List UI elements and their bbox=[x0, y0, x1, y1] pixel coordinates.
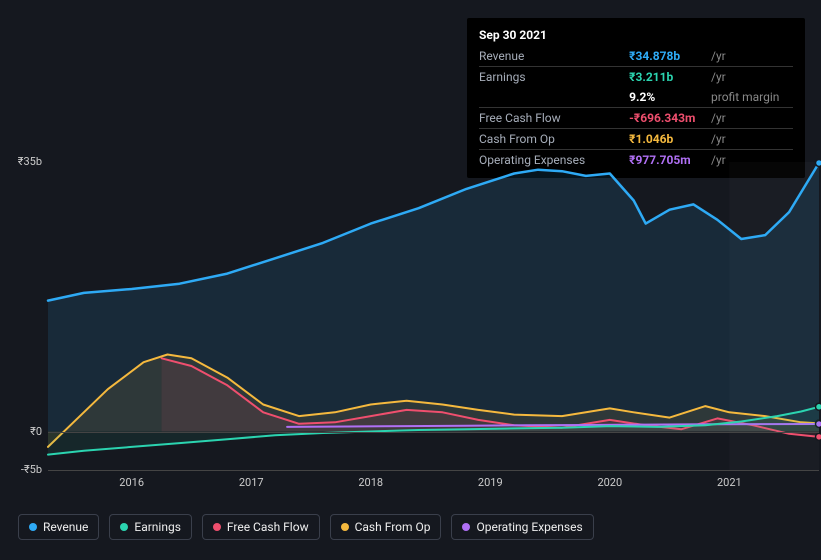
tooltip-row-label: Revenue bbox=[479, 46, 629, 67]
x-axis-label: 2019 bbox=[478, 476, 503, 489]
tooltip-row-value: ₹34.878b bbox=[629, 46, 708, 67]
tooltip-row-suffix: /yr bbox=[708, 108, 793, 129]
data-tooltip: Sep 30 2021 Revenue₹34.878b/yr Earnings₹3… bbox=[467, 18, 805, 178]
tooltip-row-label bbox=[479, 87, 629, 108]
tooltip-row-value: ₹3.211b bbox=[629, 67, 708, 88]
zero-reference-line bbox=[48, 432, 819, 433]
legend-dot bbox=[462, 523, 470, 531]
x-axis-label: 2017 bbox=[239, 476, 264, 489]
tooltip-row-value: 9.2% bbox=[629, 87, 708, 108]
x-axis-label: 2018 bbox=[358, 476, 383, 489]
neg5b-reference-line bbox=[48, 470, 819, 471]
tooltip-row-value: -₹696.343m bbox=[629, 108, 708, 129]
legend-dot bbox=[341, 523, 349, 531]
legend-label: Earnings bbox=[134, 520, 181, 534]
tooltip-row-suffix: /yr bbox=[708, 67, 793, 88]
tooltip-row-suffix: /yr bbox=[708, 46, 793, 67]
tooltip-row-label: Cash From Op bbox=[479, 129, 629, 150]
legend-label: Revenue bbox=[43, 520, 88, 534]
y-axis-label: -₹5b bbox=[21, 463, 42, 476]
chart-container: Sep 30 2021 Revenue₹34.878b/yrEarnings₹3… bbox=[0, 0, 821, 560]
tooltip-date: Sep 30 2021 bbox=[479, 26, 793, 44]
legend-item[interactable]: Cash From Op bbox=[330, 514, 442, 540]
y-axis-label: ₹0 bbox=[30, 425, 42, 438]
tooltip-row-label: Free Cash Flow bbox=[479, 108, 629, 129]
tooltip-row-suffix: profit margin bbox=[708, 87, 793, 108]
legend-item[interactable]: Operating Expenses bbox=[451, 514, 593, 540]
legend-label: Operating Expenses bbox=[476, 520, 582, 534]
tooltip-row-suffix: /yr bbox=[708, 129, 793, 150]
legend-label: Cash From Op bbox=[355, 520, 431, 534]
y-axis-label: ₹35b bbox=[18, 155, 42, 168]
chart-plot-area[interactable]: ₹35b₹0-₹5b201620172018201920202021 bbox=[48, 162, 684, 470]
x-axis-label: 2020 bbox=[597, 476, 622, 489]
legend: Revenue Earnings Free Cash Flow Cash From O… bbox=[18, 514, 594, 540]
tooltip-row-value: ₹1.046b bbox=[629, 129, 708, 150]
tooltip-row-label: Earnings bbox=[479, 67, 629, 88]
legend-item[interactable]: Free Cash Flow bbox=[202, 514, 320, 540]
tooltip-table: Revenue₹34.878b/yr Earnings₹3.211b/yr9.2%… bbox=[479, 46, 793, 170]
legend-label: Free Cash Flow bbox=[227, 520, 309, 534]
x-axis-label: 2016 bbox=[119, 476, 144, 489]
legend-item[interactable]: Earnings bbox=[109, 514, 192, 540]
legend-dot bbox=[120, 523, 128, 531]
x-axis-label: 2021 bbox=[717, 476, 742, 489]
legend-dot bbox=[29, 523, 37, 531]
chart-svg bbox=[48, 162, 819, 470]
legend-dot bbox=[213, 523, 221, 531]
legend-item[interactable]: Revenue bbox=[18, 514, 99, 540]
